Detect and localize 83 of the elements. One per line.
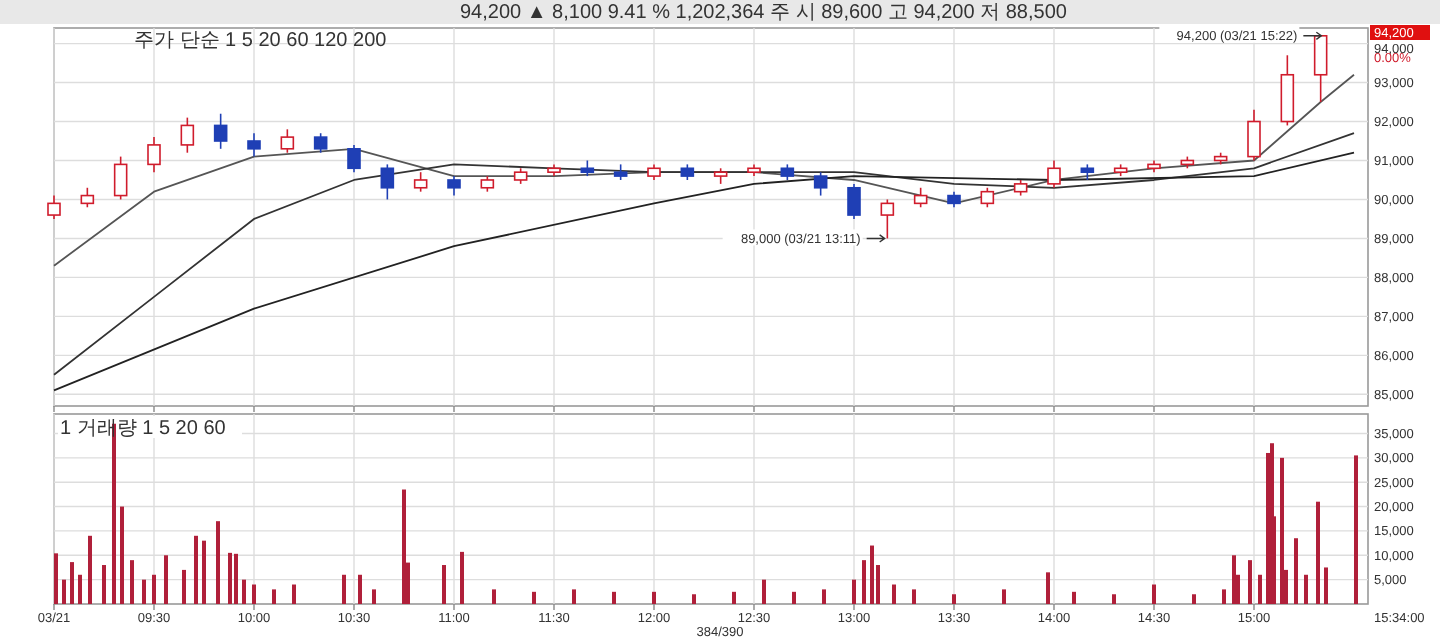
bar bbox=[242, 579, 246, 604]
bar bbox=[870, 545, 874, 604]
bar bbox=[272, 589, 276, 604]
bar bbox=[54, 553, 58, 604]
bar bbox=[70, 562, 74, 604]
annotation: 주가 단순 1 5 20 60 120 200 bbox=[134, 30, 388, 52]
bar bbox=[822, 589, 826, 604]
bar bbox=[912, 589, 916, 604]
candlestick bbox=[380, 163, 395, 201]
bar bbox=[358, 574, 362, 604]
bar bbox=[612, 591, 616, 604]
candlestick bbox=[1047, 159, 1061, 189]
bar bbox=[1002, 589, 1006, 604]
candlestick bbox=[1280, 54, 1295, 127]
bar bbox=[1046, 572, 1050, 604]
bar bbox=[252, 584, 256, 604]
bar bbox=[762, 579, 766, 604]
bar bbox=[88, 535, 92, 604]
bar bbox=[692, 594, 696, 604]
candlestick bbox=[80, 186, 95, 209]
bar bbox=[460, 551, 464, 604]
bar bbox=[202, 540, 206, 604]
candlestick bbox=[447, 175, 461, 197]
bar bbox=[142, 579, 146, 604]
bar bbox=[532, 591, 536, 604]
bar bbox=[102, 565, 106, 604]
candlestick bbox=[180, 116, 195, 154]
bar bbox=[372, 589, 376, 604]
bar bbox=[62, 579, 66, 604]
bar bbox=[1248, 560, 1252, 604]
candlestick bbox=[347, 144, 361, 173]
bar bbox=[732, 591, 736, 604]
bar bbox=[1316, 501, 1320, 604]
candlestick bbox=[47, 194, 61, 220]
bar bbox=[1222, 589, 1226, 604]
bar bbox=[1232, 555, 1236, 604]
bar bbox=[78, 574, 82, 604]
bar bbox=[1112, 594, 1116, 604]
line-series bbox=[53, 73, 1355, 267]
bar bbox=[492, 589, 496, 604]
bar bbox=[182, 569, 186, 604]
bar bbox=[1304, 574, 1308, 604]
text: 94,200 ▲ 8,100 9.41 % 1,202,364 주 시 89,600 고 94,200 저 88,500 bbox=[460, 2, 1068, 24]
bar bbox=[1072, 591, 1076, 604]
bar bbox=[952, 594, 956, 604]
candlestick bbox=[113, 155, 128, 201]
bar bbox=[194, 535, 198, 604]
bar bbox=[120, 506, 124, 604]
bar bbox=[234, 553, 238, 604]
candlestick bbox=[280, 128, 295, 154]
bar bbox=[892, 584, 896, 604]
bar bbox=[402, 489, 406, 604]
candlestick bbox=[213, 112, 228, 150]
candlestick bbox=[913, 186, 928, 209]
bar bbox=[152, 574, 156, 604]
candlestick bbox=[413, 171, 428, 193]
bar bbox=[164, 555, 168, 604]
candlestick bbox=[147, 136, 161, 173]
bar bbox=[228, 552, 232, 604]
candlestick bbox=[313, 132, 328, 154]
bar bbox=[1280, 457, 1284, 604]
bar bbox=[1354, 455, 1358, 604]
bar bbox=[342, 574, 346, 604]
bar bbox=[130, 560, 134, 604]
candlestick bbox=[813, 171, 828, 197]
bar bbox=[652, 591, 656, 604]
bar bbox=[292, 584, 296, 604]
candlestick bbox=[1247, 109, 1261, 162]
bar bbox=[1294, 538, 1298, 604]
bar bbox=[1258, 574, 1262, 604]
bar bbox=[792, 591, 796, 604]
candlestick bbox=[847, 183, 861, 220]
bar bbox=[862, 560, 866, 604]
bar bbox=[572, 589, 576, 604]
bar bbox=[442, 565, 446, 604]
bar bbox=[852, 579, 856, 604]
candlestick bbox=[247, 132, 261, 158]
bar bbox=[112, 423, 116, 604]
bar bbox=[216, 521, 220, 604]
bar bbox=[1152, 584, 1156, 604]
bar bbox=[1324, 567, 1328, 604]
candlestick bbox=[980, 186, 995, 209]
bar bbox=[1192, 594, 1196, 604]
